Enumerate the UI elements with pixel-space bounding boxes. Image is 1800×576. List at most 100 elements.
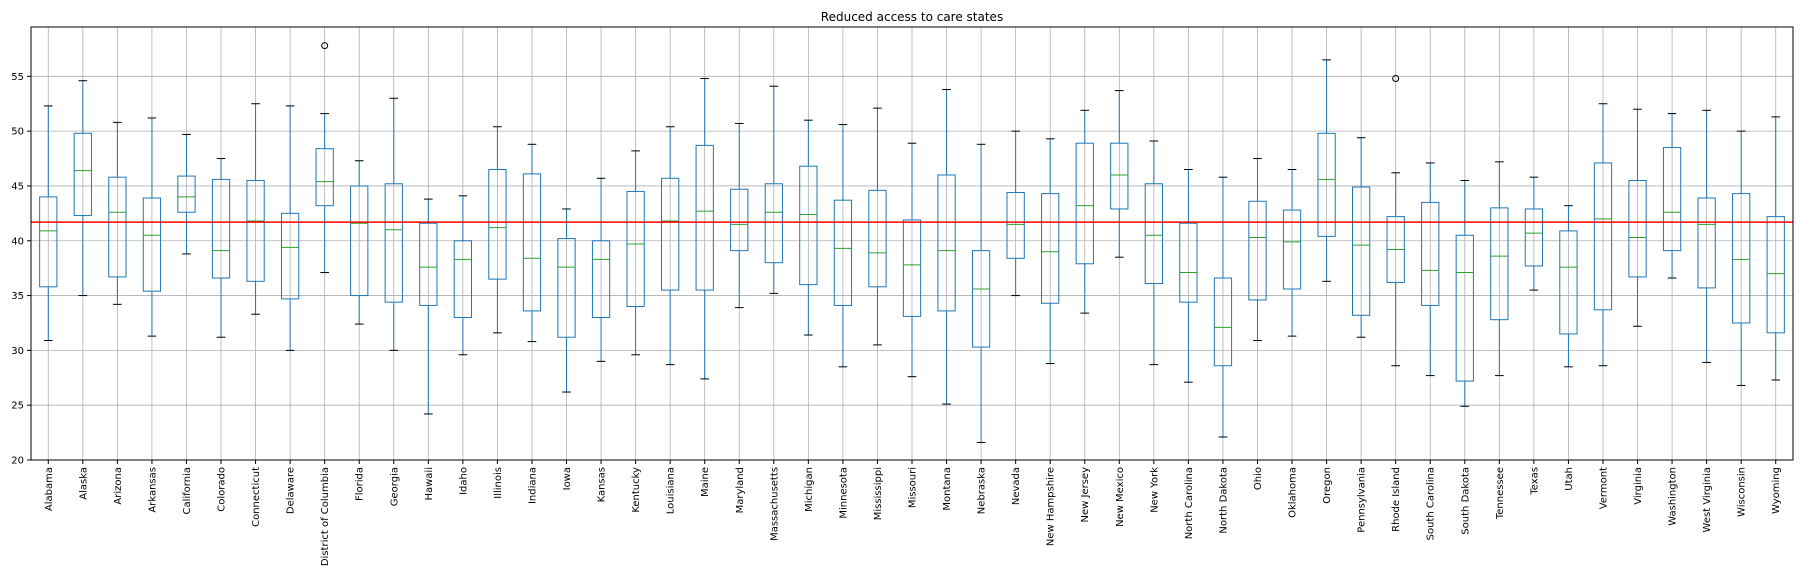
box-montana [937, 88, 956, 405]
box-iqr [1524, 208, 1544, 267]
box-iqr [211, 178, 231, 279]
x-tick-label: Vermont [1598, 467, 1609, 509]
x-tick-label: Connecticut [251, 467, 262, 527]
box-illinois [488, 126, 507, 334]
x-tick-label: Delaware [286, 467, 297, 514]
box-iqr [1213, 277, 1233, 367]
box-kentucky [626, 150, 645, 356]
box-arkansas [142, 117, 162, 337]
box-iqr [937, 174, 956, 312]
x-tick-label: Louisiana [666, 467, 677, 514]
box-new-mexico [1110, 90, 1129, 258]
box-iqr [488, 169, 507, 280]
box-wisconsin [1732, 130, 1751, 386]
box-connecticut [246, 103, 265, 315]
box-south-dakota [1455, 179, 1474, 407]
x-tick-label: South Carolina [1426, 467, 1437, 540]
box-idaho [453, 195, 473, 356]
box-iqr [419, 222, 438, 306]
x-tick-label: Illinois [493, 467, 504, 499]
box-iqr [557, 238, 576, 338]
outlier-point [1392, 75, 1400, 83]
x-tick-label: Nevada [1011, 467, 1022, 505]
y-tick-label: 55 [11, 72, 24, 83]
x-tick-label: Maryland [735, 467, 746, 513]
outlier-point [321, 42, 329, 50]
box-iqr [1421, 201, 1440, 306]
y-tick-label: 35 [11, 291, 24, 302]
y-axis: 20 25 30 35 40 45 50 55 [11, 72, 31, 467]
box-iqr [142, 197, 162, 292]
box-colorado [211, 158, 231, 338]
x-tick-label: Minnesota [838, 467, 849, 519]
box-iqr [1662, 147, 1682, 252]
box-iqr [1075, 142, 1094, 265]
box-iqr [1697, 197, 1716, 289]
box-iqr [764, 183, 783, 264]
y-tick-label: 40 [11, 236, 24, 247]
x-axis: Alabama Alaska Arizona Arkansas California Co… [44, 460, 1782, 566]
x-tick-label: Nebraska [977, 467, 988, 514]
box-utah [1559, 205, 1578, 368]
box-iqr [522, 173, 542, 312]
box-delaware [280, 105, 300, 351]
box-new-york [1144, 140, 1163, 366]
box-washington [1662, 113, 1682, 279]
x-tick-label: Texas [1529, 467, 1540, 496]
box-arizona [108, 121, 127, 305]
box-iqr [902, 219, 922, 317]
x-tick-label: Rhode Island [1391, 467, 1402, 532]
x-tick-label: Montana [942, 467, 953, 511]
box-iqr [591, 240, 611, 318]
x-tick-label: Colorado [217, 467, 228, 512]
x-tick-label: Kansas [597, 467, 608, 502]
box-iqr [108, 176, 127, 278]
box-new-hampshire [1041, 138, 1060, 365]
x-tick-label: Wyoming [1771, 467, 1782, 514]
x-tick-label: North Carolina [1184, 467, 1195, 539]
x-tick-label: Alabama [44, 467, 55, 511]
x-tick-label: Tennessee [1495, 467, 1506, 520]
x-tick-label: Arkansas [147, 467, 158, 513]
box-missouri [902, 142, 922, 378]
x-tick-label: North Dakota [1218, 467, 1229, 534]
box-iqr [1490, 207, 1509, 321]
box-iqr [384, 183, 403, 303]
box-pennsylvania [1352, 137, 1371, 338]
x-tick-label: Kentucky [631, 467, 642, 513]
box-iqr [1455, 234, 1474, 382]
box-iqr [1006, 192, 1025, 259]
box-hawaii [419, 198, 438, 415]
x-tick-label: Utah [1564, 467, 1575, 491]
box-iqr [730, 188, 749, 252]
x-tick-label: Pennsylvania [1357, 467, 1368, 533]
box-oklahoma [1282, 169, 1302, 337]
box-iqr [1317, 132, 1336, 237]
box-alabama [39, 105, 58, 342]
box-iqr [1144, 183, 1163, 285]
box-rhode-island [1386, 75, 1405, 367]
x-tick-label: South Dakota [1460, 467, 1471, 535]
box-iqr [1179, 222, 1198, 303]
x-tick-label: Maine [700, 467, 711, 497]
box-iqr [73, 132, 92, 217]
y-tick-label: 45 [11, 181, 24, 192]
box-virginia [1628, 108, 1647, 327]
x-tick-label: Florida [355, 467, 366, 501]
box-tennessee [1490, 161, 1509, 377]
x-tick-label: Georgia [389, 467, 400, 506]
x-tick-label: Iowa [562, 467, 573, 490]
x-tick-label: Indiana [527, 467, 538, 504]
box-iqr [39, 196, 58, 288]
box-new-jersey [1075, 109, 1094, 314]
x-tick-label: Oregon [1322, 467, 1333, 504]
box-iqr [661, 177, 680, 291]
box-iqr [246, 179, 265, 282]
grid-lines [31, 27, 1793, 461]
box-georgia [384, 97, 403, 351]
x-tick-label: Mississippi [873, 467, 884, 520]
box-nebraska [971, 143, 991, 443]
box-mississippi [868, 107, 887, 346]
box-district-of-columbia [315, 42, 334, 274]
